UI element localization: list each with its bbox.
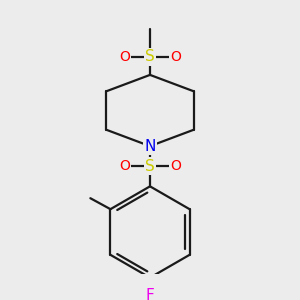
Text: O: O bbox=[119, 159, 130, 173]
Text: O: O bbox=[170, 50, 181, 64]
Text: O: O bbox=[170, 159, 181, 173]
Text: F: F bbox=[146, 288, 154, 300]
Text: S: S bbox=[145, 159, 155, 174]
Text: S: S bbox=[145, 49, 155, 64]
Text: N: N bbox=[144, 139, 156, 154]
Text: O: O bbox=[119, 50, 130, 64]
